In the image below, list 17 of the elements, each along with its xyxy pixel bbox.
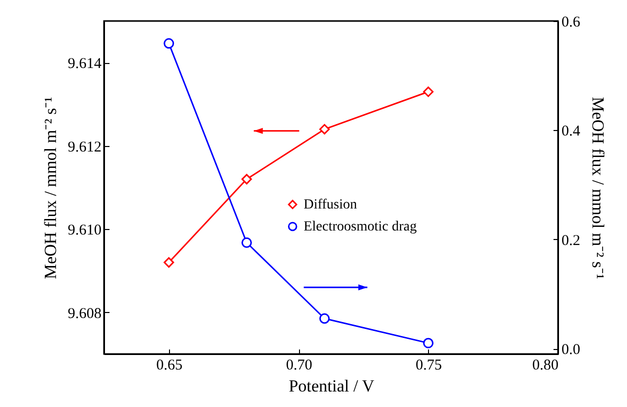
legend-label: Diffusion bbox=[304, 197, 358, 212]
x-tick-label: 0.75 bbox=[416, 358, 442, 374]
y2-tick-label: 0.0 bbox=[562, 342, 580, 358]
x-tick-label: 0.65 bbox=[156, 358, 182, 374]
y2-tick-label: 0.4 bbox=[562, 124, 581, 140]
y2-tick-label: 0.6 bbox=[562, 14, 581, 30]
y-tick-label: 9.610 bbox=[68, 222, 102, 239]
y-tick-label: 9.612 bbox=[68, 139, 102, 156]
x-tick-label: 0.70 bbox=[286, 358, 312, 374]
y2-axis-title: MeOH flux / mmol m⁻² s⁻¹ bbox=[588, 96, 608, 280]
legend-label: Electroosmotic drag bbox=[304, 219, 417, 234]
x-tick-label: 0.80 bbox=[532, 358, 558, 374]
y-axis-title: MeOH flux / mmol m⁻² s⁻¹ bbox=[40, 96, 60, 280]
y-tick-label: 9.614 bbox=[68, 56, 102, 72]
y2-tick-label: 0.2 bbox=[562, 232, 580, 249]
y-tick-label: 9.608 bbox=[68, 306, 102, 322]
x-axis-title: Potential / V bbox=[288, 376, 376, 396]
